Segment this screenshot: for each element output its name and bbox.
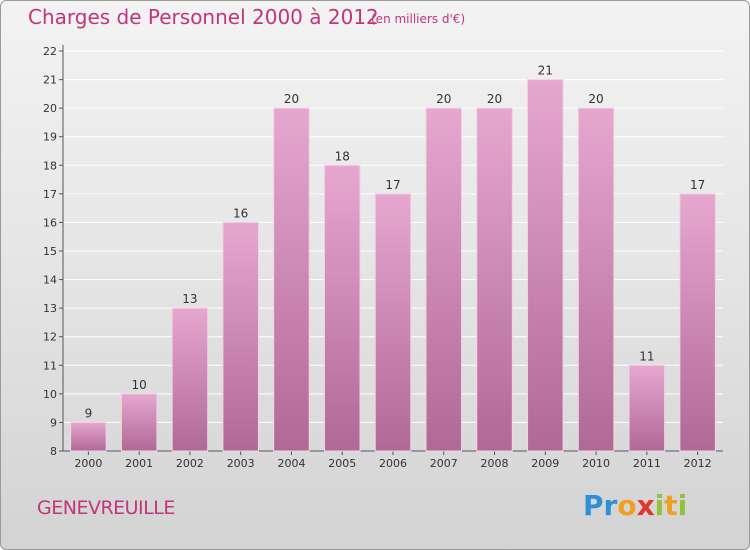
bar: [70, 421, 107, 452]
data-label: 16: [233, 206, 248, 220]
y-tick-label: 14: [43, 274, 57, 287]
x-tick-label: 2007: [430, 457, 458, 470]
x-tick-label: 2003: [227, 457, 255, 470]
bar: [577, 107, 615, 452]
data-label: 11: [639, 349, 654, 363]
logo-letter: o: [617, 489, 637, 522]
data-label: 20: [588, 92, 603, 106]
x-tick-label: 2010: [582, 457, 610, 470]
logo-letter: t: [664, 489, 678, 522]
logo-letter: P: [583, 489, 604, 522]
bar: [120, 393, 158, 452]
bar: [273, 107, 310, 452]
data-label: 20: [284, 92, 299, 106]
logo-letter: i: [677, 489, 688, 522]
y-tick-label: 18: [43, 159, 57, 172]
data-label: 17: [385, 178, 400, 192]
bar: [679, 193, 716, 452]
y-tick-label: 11: [43, 359, 57, 372]
y-tick-label: 16: [43, 216, 57, 229]
proxiti-logo[interactable]: Proxiti: [583, 489, 687, 522]
bar: [527, 79, 564, 452]
data-label: 18: [335, 149, 350, 163]
y-tick-label: 22: [43, 45, 57, 58]
bar: [222, 221, 259, 452]
data-label: 17: [690, 178, 705, 192]
labels: 2000 9 2001 10 2002 13 2003 16 2004 20 2005 18 2006 1…: [74, 64, 711, 470]
bar: [323, 164, 361, 452]
y-tick-label: 19: [43, 131, 57, 144]
data-label: 20: [487, 92, 502, 106]
x-tick-label: 2005: [328, 457, 356, 470]
logo-letter: r: [603, 489, 618, 522]
commune-name: GENEVREUILLE: [37, 497, 175, 519]
bar: [374, 193, 412, 452]
y-tick-label: 20: [43, 102, 57, 115]
x-tick-label: 2004: [277, 457, 305, 470]
chart-subtitle: (en milliers d'€): [371, 12, 466, 26]
y-tick-label: 8: [50, 445, 57, 458]
x-tick-label: 2011: [633, 457, 661, 470]
logo-letter: i: [654, 489, 665, 522]
data-label: 13: [182, 292, 197, 306]
y-tick-label: 9: [50, 416, 57, 429]
data-label: 10: [132, 378, 147, 392]
bar: [628, 364, 666, 452]
y-tick-label: 12: [43, 331, 57, 344]
data-label: 21: [538, 64, 553, 78]
x-tick-label: 2012: [684, 457, 712, 470]
x-tick-label: 2002: [176, 457, 204, 470]
y-tick-label: 21: [43, 74, 57, 87]
chart-title: Charges de Personnel 2000 à 2012: [28, 5, 379, 29]
data-label: 20: [436, 92, 451, 106]
bar: [171, 307, 209, 452]
bar: [476, 107, 513, 452]
logo-letter: x: [636, 489, 655, 522]
x-tick-label: 2001: [125, 457, 153, 470]
x-tick-label: 2006: [379, 457, 407, 470]
y-tick-label: 15: [43, 245, 57, 258]
x-tick-label: 2000: [74, 457, 102, 470]
y-tick-label: 17: [43, 188, 57, 201]
x-tick-label: 2008: [481, 457, 509, 470]
y-tick-label: 10: [43, 388, 57, 401]
y-tick-label: 13: [43, 302, 57, 315]
data-label: 9: [85, 406, 93, 420]
bar: [425, 107, 463, 452]
bars: [70, 79, 716, 452]
x-tick-label: 2009: [531, 457, 559, 470]
